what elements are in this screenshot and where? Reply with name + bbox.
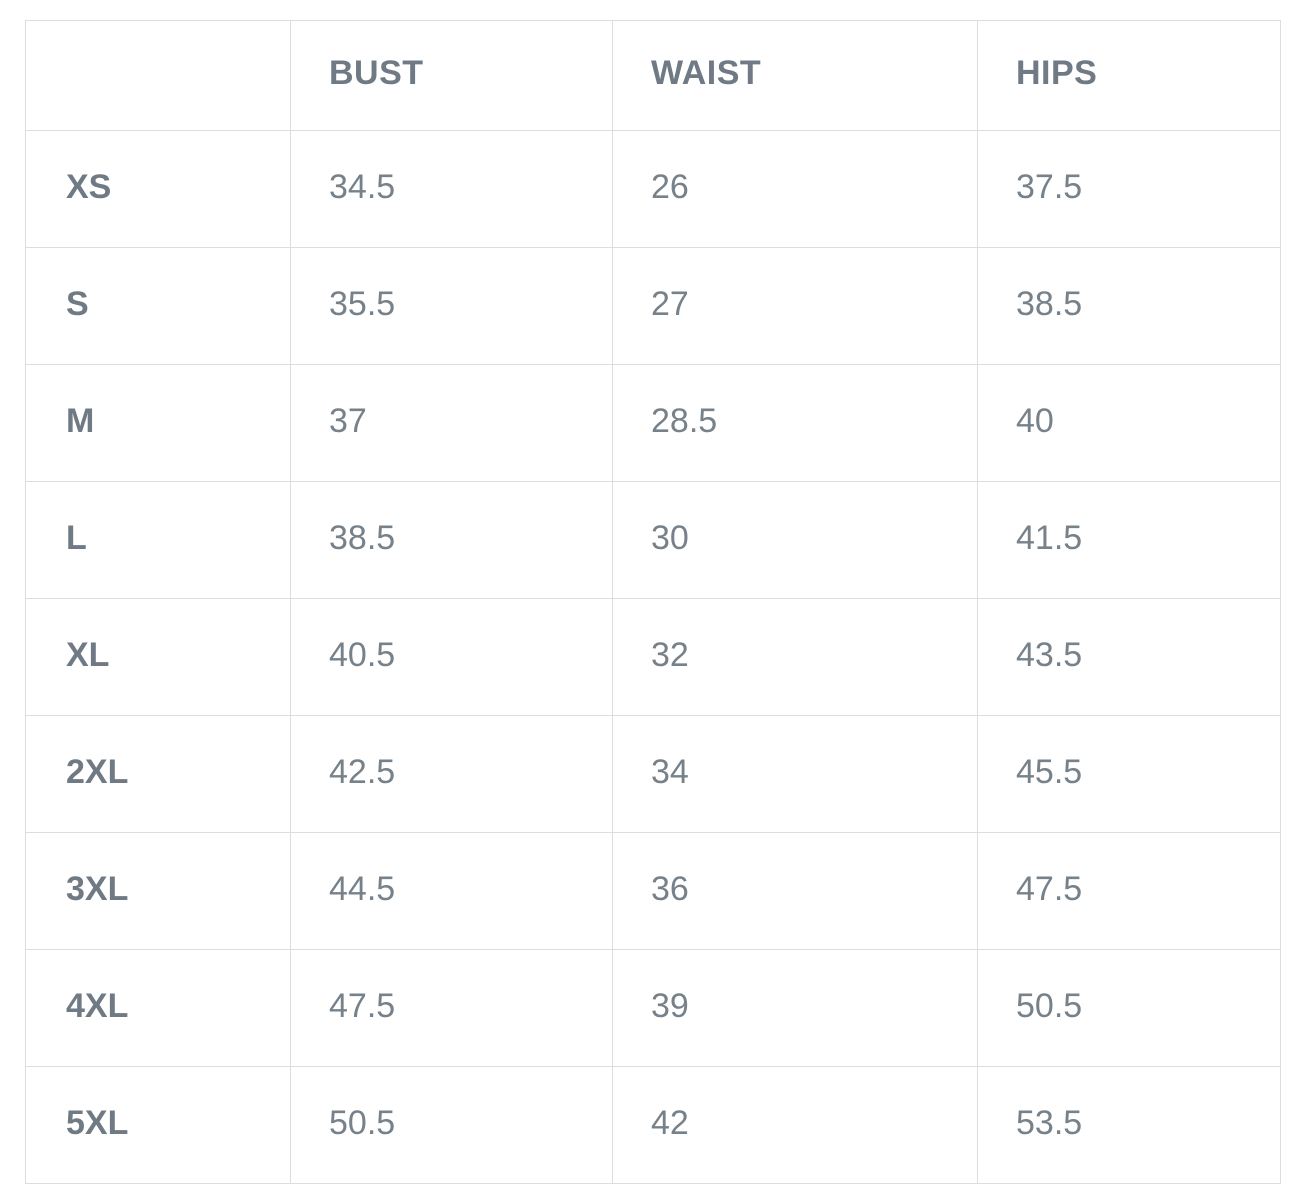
table-row: XS 34.5 26 37.5 (25, 130, 1281, 248)
cell-bust-xs: 34.5 (290, 130, 613, 248)
cell-waist-l: 30 (612, 481, 978, 599)
row-label-4xl: 4XL (25, 949, 291, 1067)
cell-waist-5xl: 42 (612, 1066, 978, 1184)
table-row: 2XL 42.5 34 45.5 (25, 715, 1281, 833)
column-header-bust: BUST (290, 20, 613, 131)
cell-hips-4xl: 50.5 (977, 949, 1281, 1067)
table-row: 5XL 50.5 42 53.5 (25, 1066, 1281, 1184)
table-row: 4XL 47.5 39 50.5 (25, 949, 1281, 1067)
column-header-hips: HIPS (977, 20, 1281, 131)
cell-waist-xl: 32 (612, 598, 978, 716)
cell-hips-xl: 43.5 (977, 598, 1281, 716)
cell-bust-4xl: 47.5 (290, 949, 613, 1067)
row-label-5xl: 5XL (25, 1066, 291, 1184)
size-chart-container: BUST WAIST HIPS XS 34.5 26 37.5 S 35.5 2… (25, 20, 1281, 1184)
cell-hips-3xl: 47.5 (977, 832, 1281, 950)
cell-bust-2xl: 42.5 (290, 715, 613, 833)
cell-bust-3xl: 44.5 (290, 832, 613, 950)
cell-bust-s: 35.5 (290, 247, 613, 365)
cell-hips-xs: 37.5 (977, 130, 1281, 248)
cell-waist-3xl: 36 (612, 832, 978, 950)
row-label-s: S (25, 247, 291, 365)
cell-hips-5xl: 53.5 (977, 1066, 1281, 1184)
row-label-m: M (25, 364, 291, 482)
table-row: L 38.5 30 41.5 (25, 481, 1281, 599)
cell-bust-m: 37 (290, 364, 613, 482)
cell-bust-xl: 40.5 (290, 598, 613, 716)
row-label-3xl: 3XL (25, 832, 291, 950)
cell-waist-2xl: 34 (612, 715, 978, 833)
cell-waist-s: 27 (612, 247, 978, 365)
cell-waist-xs: 26 (612, 130, 978, 248)
column-header-waist: WAIST (612, 20, 978, 131)
cell-waist-m: 28.5 (612, 364, 978, 482)
table-header-row: BUST WAIST HIPS (25, 20, 1281, 131)
column-header-size (25, 20, 291, 131)
row-label-l: L (25, 481, 291, 599)
cell-bust-l: 38.5 (290, 481, 613, 599)
table-body: XS 34.5 26 37.5 S 35.5 27 38.5 M 37 28.5… (25, 130, 1281, 1184)
cell-hips-m: 40 (977, 364, 1281, 482)
table-row: M 37 28.5 40 (25, 364, 1281, 482)
table-row: 3XL 44.5 36 47.5 (25, 832, 1281, 950)
cell-hips-2xl: 45.5 (977, 715, 1281, 833)
cell-waist-4xl: 39 (612, 949, 978, 1067)
row-label-xs: XS (25, 130, 291, 248)
table-row: XL 40.5 32 43.5 (25, 598, 1281, 716)
table-row: S 35.5 27 38.5 (25, 247, 1281, 365)
row-label-xl: XL (25, 598, 291, 716)
cell-hips-l: 41.5 (977, 481, 1281, 599)
size-chart-table: BUST WAIST HIPS XS 34.5 26 37.5 S 35.5 2… (25, 20, 1281, 1184)
table-header: BUST WAIST HIPS (25, 20, 1281, 131)
row-label-2xl: 2XL (25, 715, 291, 833)
cell-bust-5xl: 50.5 (290, 1066, 613, 1184)
cell-hips-s: 38.5 (977, 247, 1281, 365)
